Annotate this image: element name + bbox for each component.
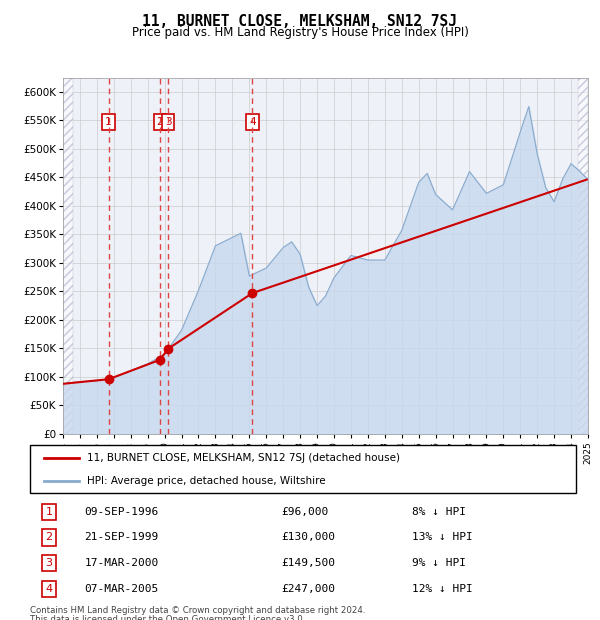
- Text: 2: 2: [157, 117, 163, 127]
- Text: £130,000: £130,000: [281, 533, 335, 542]
- Text: 1: 1: [46, 507, 53, 517]
- Text: £149,500: £149,500: [281, 558, 335, 568]
- Text: 8% ↓ HPI: 8% ↓ HPI: [412, 507, 466, 517]
- Text: 12% ↓ HPI: 12% ↓ HPI: [412, 583, 473, 593]
- Text: HPI: Average price, detached house, Wiltshire: HPI: Average price, detached house, Wilt…: [88, 476, 326, 486]
- Text: 4: 4: [46, 583, 53, 593]
- Text: 09-SEP-1996: 09-SEP-1996: [85, 507, 159, 517]
- Text: 11, BURNET CLOSE, MELKSHAM, SN12 7SJ: 11, BURNET CLOSE, MELKSHAM, SN12 7SJ: [143, 14, 458, 29]
- Text: 3: 3: [165, 117, 172, 127]
- Text: 21-SEP-1999: 21-SEP-1999: [85, 533, 159, 542]
- Text: 3: 3: [46, 558, 53, 568]
- Text: 11, BURNET CLOSE, MELKSHAM, SN12 7SJ (detached house): 11, BURNET CLOSE, MELKSHAM, SN12 7SJ (de…: [88, 453, 400, 463]
- Text: £96,000: £96,000: [281, 507, 328, 517]
- Text: 2: 2: [46, 533, 53, 542]
- Text: 07-MAR-2005: 07-MAR-2005: [85, 583, 159, 593]
- Text: 17-MAR-2000: 17-MAR-2000: [85, 558, 159, 568]
- FancyBboxPatch shape: [30, 445, 576, 493]
- Text: Price paid vs. HM Land Registry's House Price Index (HPI): Price paid vs. HM Land Registry's House …: [131, 26, 469, 39]
- Text: Contains HM Land Registry data © Crown copyright and database right 2024.: Contains HM Land Registry data © Crown c…: [30, 606, 365, 616]
- Text: £247,000: £247,000: [281, 583, 335, 593]
- Text: 4: 4: [249, 117, 256, 127]
- Text: 1: 1: [105, 117, 112, 127]
- Text: 9% ↓ HPI: 9% ↓ HPI: [412, 558, 466, 568]
- Text: 13% ↓ HPI: 13% ↓ HPI: [412, 533, 473, 542]
- Text: This data is licensed under the Open Government Licence v3.0.: This data is licensed under the Open Gov…: [30, 615, 305, 620]
